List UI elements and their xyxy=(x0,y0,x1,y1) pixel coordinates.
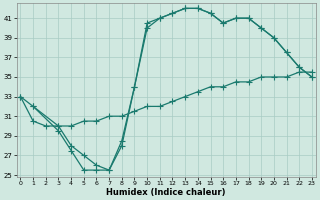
X-axis label: Humidex (Indice chaleur): Humidex (Indice chaleur) xyxy=(107,188,226,197)
